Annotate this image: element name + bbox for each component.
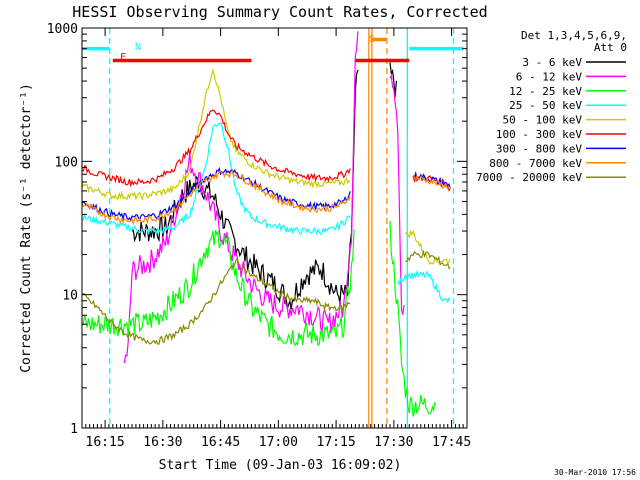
plot-area: NF S [81,28,464,428]
series-7 [81,169,451,226]
y-axis-label: Corrected Count Rate (s⁻¹ detector⁻¹) [19,83,34,373]
annotation-n: N [135,42,141,53]
annotation-f: F [120,52,126,63]
series-8-segment-1 [405,249,451,270]
x-tick-label-5: 17:30 [374,435,413,450]
x-tick-label-1: 16:30 [143,435,182,450]
x-axis-label: Start Time (09-Jan-03 16:09:02) [159,458,402,473]
series-0-segment-1 [389,62,397,97]
legend-label-1: 6 - 12 keV [516,70,583,83]
series-4-segment-0 [81,67,351,202]
legend-label-0: 3 - 6 keV [522,56,582,69]
y-tick-label-0: 1 [70,422,78,437]
annotation-s: S [369,34,375,45]
x-tick-label-0: 16:15 [86,435,125,450]
x-tick-label-6: 17:45 [432,435,471,450]
series-3-segment-0 [81,122,351,236]
footer-timestamp: 30-Mar-2010 17:56 [554,468,636,477]
series-2 [81,220,436,417]
series-8-segment-0 [81,257,351,345]
legend-label-5: 100 - 300 keV [496,128,582,141]
series-3-segment-1 [397,269,451,304]
series-1 [123,31,405,364]
series-0-segment-0 [131,69,359,310]
y-axis: 1 10 100 1000 [47,22,467,437]
chart-title: HESSI Observing Summary Count Rates, Cor… [72,3,487,21]
series-4-segment-1 [404,229,451,265]
series-0 [131,62,397,310]
y-tick-label-1: 10 [62,289,78,304]
legend-label-6: 300 - 800 keV [496,142,582,155]
x-tick-label-2: 16:45 [201,435,240,450]
legend-header-0: Det 1,3,4,5,6,9, [521,29,627,42]
series-1-segment-1 [389,74,405,315]
series-5-segment-0 [81,109,351,188]
legend-label-7: 800 - 7000 keV [489,157,582,170]
series-4 [81,67,451,265]
series-3 [81,122,451,304]
y-tick-label-3: 1000 [47,22,78,37]
series-7-segment-0 [81,169,351,226]
legend-label-2: 12 - 25 keV [509,85,582,98]
series-2-segment-0 [81,229,355,347]
series-1-segment-0 [123,31,359,364]
plot-frame [81,27,468,429]
x-tick-label-3: 17:00 [259,435,298,450]
y-tick-label-2: 100 [55,155,78,170]
series-7-segment-1 [412,174,451,191]
series-8 [81,249,451,345]
legend-label-4: 50 - 100 keV [503,114,583,127]
legend-label-3: 25 - 50 keV [509,99,582,112]
x-tick-label-4: 17:15 [317,435,356,450]
legend-label-8: 7000 - 20000 keV [476,171,582,184]
series-5 [81,109,451,192]
x-axis: 16:15 16:30 16:45 17:00 17:15 17:30 17:45 [85,28,471,450]
legend-header-1: Att 0 [594,41,627,54]
series-2-segment-1 [389,220,436,417]
